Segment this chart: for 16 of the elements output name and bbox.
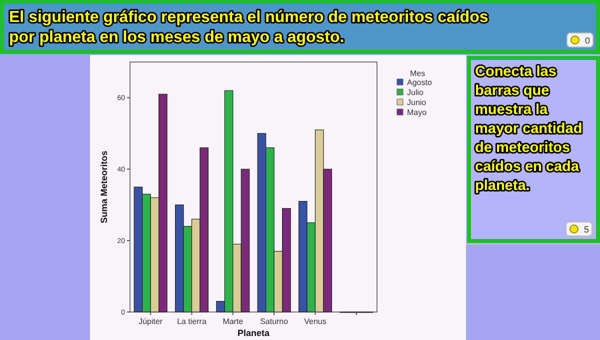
text: 5 bbox=[584, 224, 590, 234]
legend-label: Julio bbox=[407, 88, 424, 97]
x-tick-label: Júpiter bbox=[138, 317, 163, 326]
legend-title: Mes bbox=[410, 69, 426, 78]
y-axis-title: Suma Meteoritos bbox=[99, 150, 109, 224]
x-axis-title: Planeta bbox=[237, 328, 270, 338]
text: Conecta las barras que muestra la mayor cantidad de meteoritos caídos en cada planeta. bbox=[475, 64, 582, 194]
chart-title: El siguiente gráfico representa el número de meteoritos caídos por planeta en los meses de mayo a agosto. bbox=[9, 9, 488, 46]
text: 0 bbox=[585, 36, 590, 46]
legend-label: Mayo bbox=[407, 108, 428, 117]
x-tick-label: Marte bbox=[222, 317, 244, 326]
legend-label: Agosto bbox=[407, 78, 432, 87]
x-tick-label: Saturno bbox=[260, 317, 289, 326]
x-tick-label: Venus bbox=[304, 317, 326, 326]
x-tick-label: La tierra bbox=[177, 317, 207, 326]
legend-label: Junio bbox=[407, 98, 427, 107]
